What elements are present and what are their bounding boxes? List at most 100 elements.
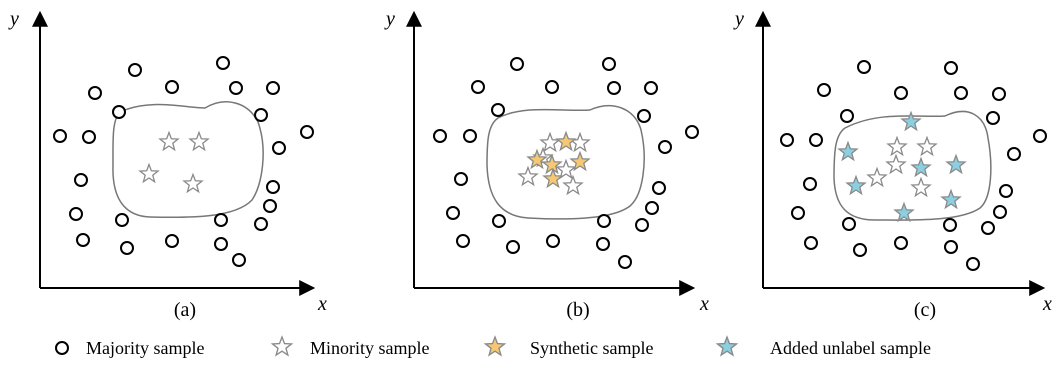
minority-sample <box>562 174 584 196</box>
majority-sample <box>943 218 957 232</box>
majority-sample <box>546 234 560 248</box>
majority-sample <box>120 241 134 255</box>
x-axis-label: x <box>1042 293 1052 315</box>
majority-sample <box>115 213 129 227</box>
majority-sample <box>840 109 854 123</box>
majority-sample <box>128 63 142 77</box>
majority-sample <box>637 109 651 123</box>
majority-sample <box>944 240 958 254</box>
minority-sample <box>885 153 907 175</box>
added-unlabel-sample <box>893 201 915 223</box>
synthetic-sample <box>526 148 548 170</box>
minority-sample <box>517 165 539 187</box>
x-axis-label: x <box>317 293 327 315</box>
majority-sample <box>944 61 958 75</box>
minority-sample <box>182 172 204 194</box>
majority-sample <box>685 125 699 139</box>
legend-item-synthetic: Synthetic sample <box>483 335 653 358</box>
majority-sample <box>804 236 818 250</box>
minority-samples <box>138 130 210 194</box>
majority-sample <box>165 234 179 248</box>
majority-sample <box>506 240 520 254</box>
added-unlabel-sample <box>837 140 859 162</box>
synthetic-samples <box>526 130 591 189</box>
added-unlabel-sample <box>900 110 922 132</box>
majority-sample <box>69 207 83 221</box>
synthetic-sample <box>555 130 577 152</box>
majority-sample <box>635 218 649 232</box>
majority-sample <box>266 180 280 194</box>
majority-sample <box>471 80 485 94</box>
majority-sample <box>966 257 980 271</box>
minority-region-boundary <box>112 101 264 219</box>
majority-sample <box>446 206 460 220</box>
majority-sample <box>658 140 672 154</box>
majority-sample <box>894 86 908 100</box>
minority-sample <box>910 176 932 198</box>
minority-marker <box>270 335 294 357</box>
added-unlabel-marker <box>715 335 739 357</box>
minority-sample <box>138 162 160 184</box>
majority-marker <box>55 341 69 355</box>
majority-sample <box>266 81 280 95</box>
majority-sample <box>981 221 995 235</box>
minority-region-boundary <box>486 105 645 220</box>
majority-sample <box>999 184 1013 198</box>
added-unlabel-sample <box>940 188 962 210</box>
majority-sample <box>545 80 559 94</box>
majority-samples <box>53 56 314 267</box>
minority-region-boundary <box>833 110 992 221</box>
panel-caption: (b) <box>566 299 589 321</box>
majority-sample <box>809 133 823 147</box>
majority-sample <box>263 199 277 213</box>
legend-item-added-unlabel: Added unlabel sample <box>715 335 931 358</box>
y-axis-label: y <box>8 8 19 30</box>
y-axis-label: y <box>733 8 744 30</box>
majority-samples <box>433 57 699 269</box>
majority-sample <box>1007 147 1021 161</box>
legend-label: Added unlabel sample <box>770 338 931 358</box>
majority-sample <box>597 214 611 228</box>
minority-sample <box>555 158 577 180</box>
legend-item-majority: Majority sample <box>55 338 204 358</box>
majority-sample <box>82 130 96 144</box>
majority-sample <box>214 237 228 251</box>
majority-sample <box>229 81 243 95</box>
majority-sample <box>954 86 968 100</box>
minority-sample <box>866 166 888 188</box>
added-unlabel-samples <box>837 110 967 223</box>
majority-sample <box>165 80 179 94</box>
majority-sample <box>894 236 908 250</box>
majority-sample <box>53 129 67 143</box>
majority-sample <box>510 57 524 71</box>
majority-sample <box>780 133 794 147</box>
legend-label: Minority sample <box>310 338 430 358</box>
majority-sample <box>492 214 506 228</box>
legend: Majority sample Minority sample Syntheti… <box>55 335 931 358</box>
majority-sample <box>456 234 470 248</box>
minority-sample <box>886 135 908 157</box>
majority-sample <box>463 129 477 143</box>
majority-sample <box>491 103 505 117</box>
majority-sample <box>992 87 1006 101</box>
majority-sample <box>644 81 658 95</box>
majority-sample <box>986 111 1000 125</box>
minority-sample <box>188 130 210 152</box>
majority-samples <box>780 60 1047 271</box>
majority-sample <box>842 217 856 231</box>
added-unlabel-sample <box>945 153 967 175</box>
majority-sample <box>645 201 659 215</box>
majority-sample <box>857 60 871 74</box>
panel-caption: (c) <box>914 299 936 321</box>
synthetic-marker <box>483 335 507 357</box>
majority-sample <box>652 181 666 195</box>
x-axis-label: x <box>699 293 709 315</box>
majority-sample <box>272 141 286 155</box>
majority-sample <box>607 81 621 95</box>
majority-sample <box>88 86 102 100</box>
majority-sample <box>791 206 805 220</box>
majority-sample <box>618 255 632 269</box>
minority-sample <box>916 135 938 157</box>
added-unlabel-sample <box>910 156 932 178</box>
majority-sample <box>817 83 831 97</box>
